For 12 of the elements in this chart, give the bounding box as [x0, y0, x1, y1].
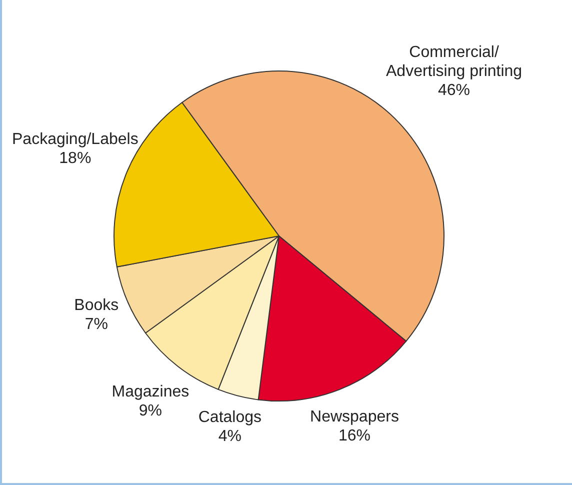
data-label: 4%	[218, 428, 242, 446]
slice-label: Catalogs	[198, 409, 262, 426]
slice-label: Magazines	[112, 384, 190, 401]
slice-label: Commercial/ Advertising printing	[386, 44, 522, 80]
data-label: 18%	[59, 150, 92, 167]
slice-label: Newspapers	[310, 408, 399, 426]
slice-label: Packaging/Labels	[12, 130, 138, 148]
data-label: 7%	[84, 316, 108, 334]
data-label: 46%	[438, 82, 470, 100]
data-label: 16%	[338, 428, 370, 445]
data-label: 9%	[138, 402, 162, 420]
slice-label: Books	[74, 297, 119, 314]
